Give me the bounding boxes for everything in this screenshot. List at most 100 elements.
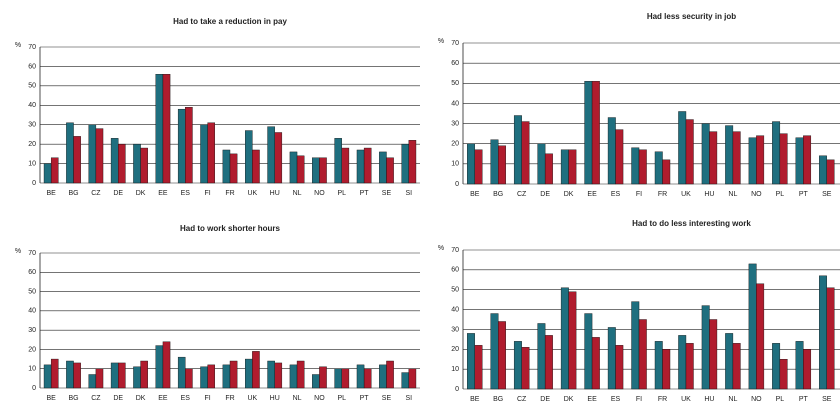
bar [709,131,718,185]
y-tick-label: 30 [451,120,459,127]
y-tick-label: 0 [455,386,459,393]
bar [408,140,417,184]
y-tick-label: 10 [28,366,36,373]
x-tick-label: PL [776,396,785,403]
bar [207,122,216,184]
x-tick-label: HU [270,395,280,402]
bar [826,159,835,185]
bar [155,73,164,184]
x-tick-label: FI [636,191,642,198]
x-tick-label: BE [47,190,57,197]
x-tick-label: BE [47,395,57,402]
bar [43,163,52,184]
x-tick-label: ES [611,191,621,198]
bar [118,143,126,184]
y-tick-label: 70 [28,250,36,257]
bar [607,327,616,390]
y-tick-label: 0 [455,181,459,188]
bar [140,360,148,389]
x-tick-label: FR [658,191,667,198]
x-tick-label: BG [493,396,503,403]
y-tick-label: 0 [32,180,36,187]
bar [709,319,718,390]
x-tick-label: DK [136,190,146,197]
x-tick-label: NO [314,395,325,402]
bar [795,137,804,185]
y-tick-label: 60 [451,60,459,67]
bar [50,157,59,184]
bar [401,143,410,184]
bar [819,275,827,390]
chart-title: Had to work shorter hours [180,224,281,233]
bar [274,362,283,389]
x-tick-label: EE [158,395,168,402]
bar [363,368,372,389]
bar [732,343,741,390]
bar [544,335,553,390]
bar [560,287,569,390]
y-tick-label: 70 [451,40,459,47]
bar [467,143,475,185]
x-tick-label: NL [293,190,302,197]
bar [513,341,522,390]
bar [334,368,342,389]
bar [319,157,327,184]
bar [537,323,546,390]
bar [732,131,741,185]
bar [408,368,417,389]
x-tick-label: DE [113,190,123,197]
bar [725,333,734,390]
x-tick-label: PL [337,190,346,197]
bar [110,138,119,184]
bar [795,341,804,390]
bar [319,366,327,389]
bar [748,137,757,185]
x-tick-label: HU [270,190,280,197]
bar [654,341,663,390]
bar [568,149,577,185]
y-tick-label: 20 [28,141,36,148]
bar [401,372,410,389]
bar [43,364,52,389]
bar [779,359,788,390]
y-tick-label: 0 [32,385,36,392]
x-tick-label: FR [225,190,234,197]
bar [826,287,835,390]
x-tick-label: BG [493,191,503,198]
bar [296,155,305,184]
y-tick-label: 40 [28,102,36,109]
bar [334,138,342,184]
bar [88,124,97,184]
bar [73,362,81,389]
y-tick-label: 20 [28,346,36,353]
bar [341,147,350,184]
bar [133,366,141,389]
bar [267,360,275,389]
x-tick-label: UK [681,191,691,198]
x-tick-label: SE [822,191,832,198]
y-axis-label: % [15,248,21,255]
bar [185,107,193,184]
x-tick-label: DK [564,396,574,403]
x-tick-label: HU [704,396,714,403]
bar [662,159,671,185]
bar [615,345,624,390]
x-tick-label: FI [205,395,211,402]
bar [356,364,365,389]
chart-title: Had to take a reduction in pay [173,17,287,26]
bar [725,125,734,185]
bar [701,123,710,185]
y-tick-label: 40 [451,100,459,107]
y-axis-label: % [438,245,444,252]
x-tick-label: ES [181,395,191,402]
bar [678,111,687,185]
y-axis-label: % [438,38,444,45]
x-tick-label: PT [360,395,370,402]
x-tick-label: NO [751,191,762,198]
x-tick-label: SI [406,395,413,402]
bar [341,368,350,389]
x-tick-label: DK [564,191,574,198]
y-tick-label: 10 [451,161,459,168]
x-tick-label: UK [247,395,257,402]
x-tick-label: PT [360,190,370,197]
